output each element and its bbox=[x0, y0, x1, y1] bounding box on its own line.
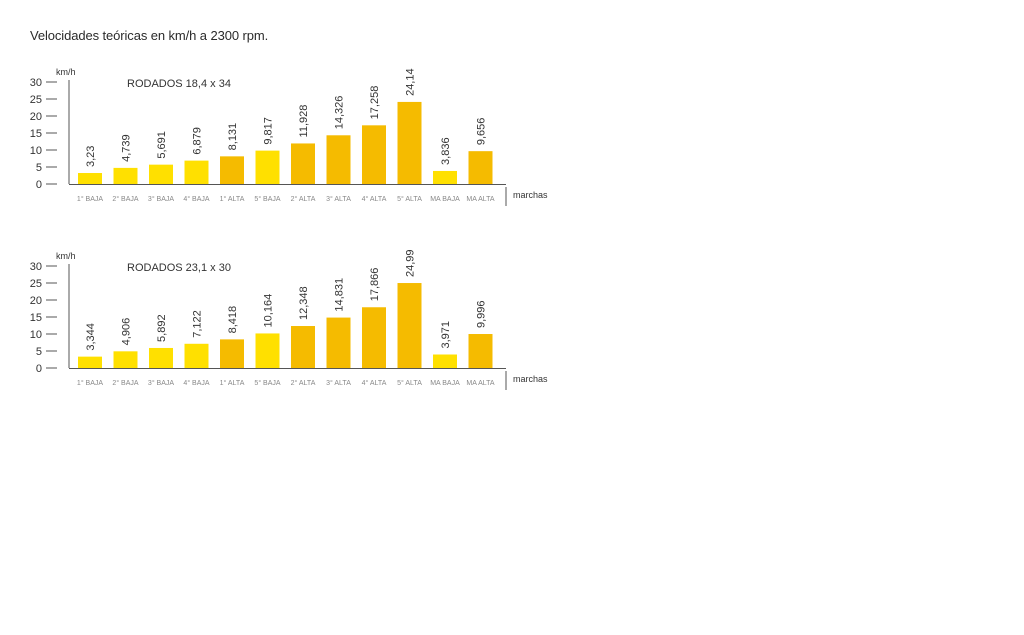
bar bbox=[468, 151, 493, 184]
bar-value-label: 17,258 bbox=[369, 86, 381, 120]
x-tick-label: 4° ALTA bbox=[362, 195, 387, 203]
x-tick-label: 4° BAJA bbox=[183, 379, 209, 387]
bar-value-label: 10,164 bbox=[263, 294, 275, 328]
chart-svg: 0 5 10 15 20 25 30 km/h marchas RODADOS 18,4 x 34… bbox=[30, 67, 548, 206]
bar-value-label: 3,344 bbox=[85, 323, 97, 351]
bar bbox=[433, 170, 457, 184]
speed-chart-23-1x30: 0 5 10 15 20 25 30 km/h marchas RODADOS 23,1 x 30… bbox=[0, 243, 560, 430]
y-tick-label: 0 bbox=[36, 363, 42, 375]
bar-value-label: 7,122 bbox=[192, 310, 204, 338]
chart-title: RODADOS 18,4 x 34 bbox=[127, 78, 231, 90]
y-tick-label: 25 bbox=[30, 278, 42, 290]
bar-value-label: 9,817 bbox=[263, 117, 275, 145]
bar-value-label: 9,996 bbox=[476, 300, 488, 328]
speed-chart-18-4x34: 0 5 10 15 20 25 30 km/h marchas RODADOS 18,4 x 34… bbox=[0, 66, 560, 246]
x-tick-label: 5° ALTA bbox=[397, 379, 422, 387]
y-tick-label: 0 bbox=[36, 179, 42, 191]
x-axis-label: marchas bbox=[513, 190, 548, 200]
y-tick-label: 30 bbox=[30, 261, 42, 273]
bar-value-label: 17,866 bbox=[369, 268, 381, 302]
x-axis-label: marchas bbox=[513, 374, 548, 384]
y-tick-label: 10 bbox=[30, 145, 42, 157]
x-tick-label: 1° BAJA bbox=[77, 195, 103, 203]
x-tick-label: 3° BAJA bbox=[148, 195, 174, 203]
bar-value-label: 24,991 bbox=[405, 250, 417, 277]
x-tick-label: 1° ALTA bbox=[220, 195, 245, 203]
bar-value-label: 14,831 bbox=[334, 278, 346, 312]
x-tick-label: 3° ALTA bbox=[326, 195, 351, 203]
x-tick-label: 5° BAJA bbox=[254, 379, 280, 387]
bar bbox=[220, 156, 244, 184]
bar bbox=[149, 347, 173, 368]
bar-value-label: 3,836 bbox=[440, 137, 452, 165]
bar-value-label: 4,906 bbox=[121, 318, 133, 346]
y-tick-label: 30 bbox=[30, 77, 42, 89]
bar bbox=[433, 354, 457, 368]
bar-value-label: 8,418 bbox=[227, 306, 239, 334]
x-tick-label: MA ALTA bbox=[466, 196, 494, 203]
bar-value-label: 14,326 bbox=[334, 96, 346, 130]
bar bbox=[113, 351, 138, 368]
bar bbox=[362, 307, 386, 368]
bar bbox=[362, 125, 386, 184]
x-tick-label: 2° BAJA bbox=[112, 379, 138, 387]
x-tick-label: 1° BAJA bbox=[77, 379, 103, 387]
bar bbox=[149, 164, 173, 184]
x-tick-label: 5° BAJA bbox=[254, 195, 280, 203]
bar-value-label: 3,971 bbox=[440, 321, 452, 349]
y-tick-label: 20 bbox=[30, 111, 42, 123]
x-tick-label: 2° ALTA bbox=[291, 379, 316, 387]
bar-value-label: 8,131 bbox=[227, 123, 239, 151]
x-tick-label: MA BAJA bbox=[430, 196, 460, 203]
bar bbox=[113, 167, 138, 184]
chart-title: RODADOS 23,1 x 30 bbox=[127, 262, 231, 274]
bar bbox=[78, 173, 102, 184]
x-tick-label: 4° BAJA bbox=[183, 195, 209, 203]
x-tick-label: 3° BAJA bbox=[148, 379, 174, 387]
bar bbox=[255, 333, 280, 368]
bar-value-label: 9,656 bbox=[476, 118, 488, 146]
bar-value-label: 3,23 bbox=[85, 146, 97, 167]
x-tick-label: MA BAJA bbox=[430, 380, 460, 387]
bar bbox=[468, 334, 493, 368]
bar bbox=[78, 356, 102, 368]
bar-value-label: 12,348 bbox=[298, 286, 310, 320]
bar bbox=[326, 317, 351, 368]
x-tick-label: MA ALTA bbox=[466, 380, 494, 387]
y-tick-label: 5 bbox=[36, 346, 42, 358]
bar bbox=[326, 135, 351, 184]
x-tick-label: 4° ALTA bbox=[362, 379, 387, 387]
x-tick-label: 5° ALTA bbox=[397, 195, 422, 203]
y-tick-label: 15 bbox=[30, 312, 42, 324]
y-axis-unit: km/h bbox=[56, 67, 76, 77]
bar-value-label: 11,928 bbox=[298, 105, 310, 138]
bar bbox=[184, 160, 209, 184]
bar bbox=[291, 143, 315, 184]
bar bbox=[255, 150, 280, 184]
y-tick-label: 15 bbox=[30, 128, 42, 140]
bar bbox=[291, 326, 315, 368]
page-title: Velocidades teóricas en km/h a 2300 rpm. bbox=[30, 28, 269, 43]
x-tick-label: 1° ALTA bbox=[220, 379, 245, 387]
bar bbox=[184, 343, 209, 368]
bar bbox=[397, 101, 422, 184]
bar bbox=[220, 339, 244, 368]
bar-value-label: 4,739 bbox=[121, 134, 133, 162]
y-tick-label: 5 bbox=[36, 162, 42, 174]
bar-value-label: 6,879 bbox=[192, 127, 204, 155]
chart-svg: 0 5 10 15 20 25 30 km/h marchas RODADOS 23,1 x 30… bbox=[30, 243, 548, 390]
x-tick-label: 2° BAJA bbox=[112, 195, 138, 203]
y-tick-label: 10 bbox=[30, 329, 42, 341]
x-tick-label: 2° ALTA bbox=[291, 195, 316, 203]
bar-value-label: 5,691 bbox=[156, 131, 168, 159]
x-tick-label: 3° ALTA bbox=[326, 379, 351, 387]
y-tick-label: 20 bbox=[30, 295, 42, 307]
bar-value-label: 24,14 bbox=[405, 68, 417, 96]
bar-value-label: 5,892 bbox=[156, 314, 168, 342]
y-axis-unit: km/h bbox=[56, 251, 76, 261]
bar bbox=[397, 283, 422, 368]
y-tick-label: 25 bbox=[30, 94, 42, 106]
